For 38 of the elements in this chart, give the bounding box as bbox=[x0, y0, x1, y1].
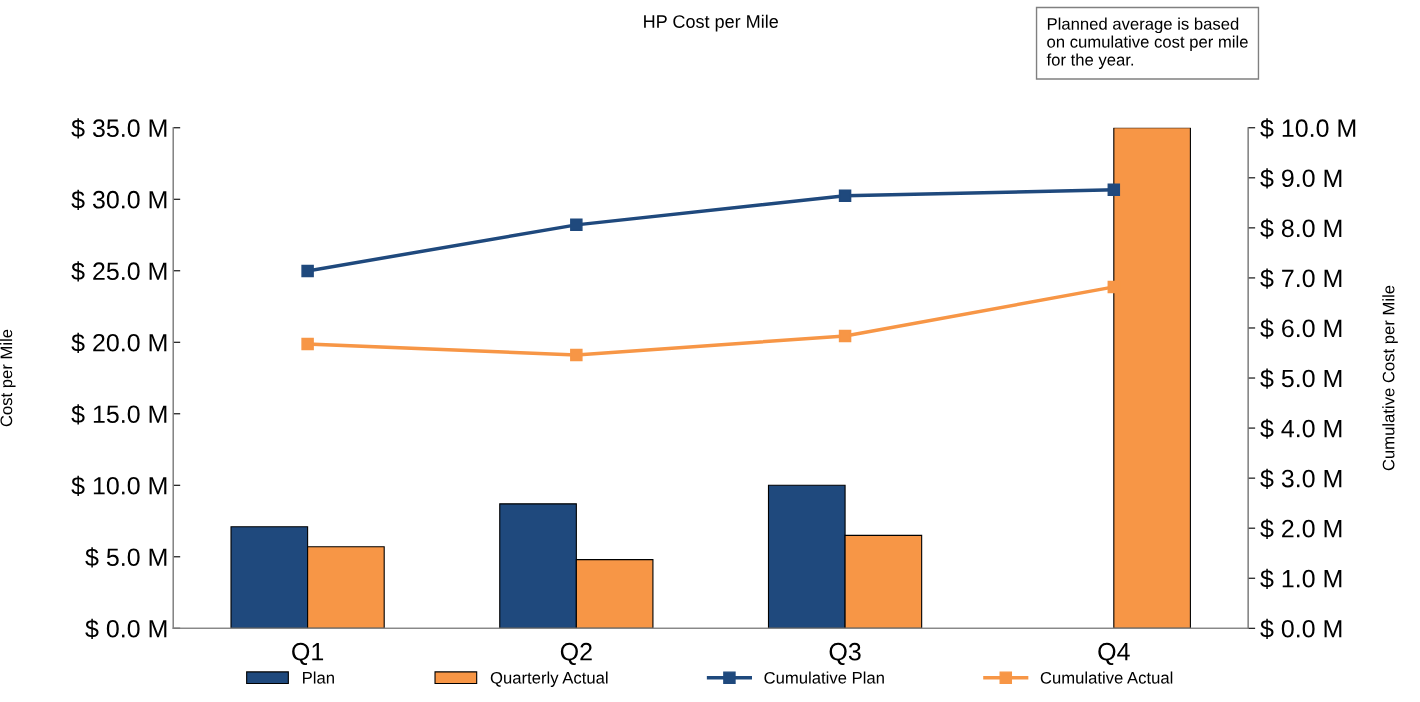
y2-tick-label: $ 7.0 M bbox=[1260, 268, 1342, 289]
y-axis-title: Cost per Mile bbox=[0, 329, 16, 427]
y2-tick-label: $ 8.0 M bbox=[1260, 218, 1342, 239]
y2-tick-label: $ 10.0 M bbox=[1260, 118, 1356, 139]
point bbox=[570, 348, 583, 362]
y2-tick-label: $ 2.0 M bbox=[1260, 518, 1342, 539]
y2-tick-label: $ 0.0 M bbox=[1260, 618, 1342, 640]
point bbox=[838, 329, 852, 343]
y2-tick-label: $ 5.0 M bbox=[1260, 368, 1342, 389]
y2-tick-label: $ 1.0 M bbox=[1260, 568, 1342, 590]
text: Planned average is based on cumulative cost per mile for the year. bbox=[1046, 17, 1248, 69]
y-tick-label: $ 10.0 M bbox=[71, 475, 167, 497]
y-tick-label: $ 35.0 M bbox=[71, 118, 167, 139]
y-tick-label: $ 20.0 M bbox=[71, 332, 167, 354]
point bbox=[570, 218, 583, 232]
x-tick-label: Q1 bbox=[292, 642, 324, 666]
point bbox=[1107, 183, 1121, 197]
x-tick-label: Q4 bbox=[1098, 642, 1130, 666]
y-tick-label: $ 5.0 M bbox=[85, 547, 167, 568]
y2-tick-label: $ 6.0 M bbox=[1260, 318, 1342, 339]
point bbox=[838, 189, 852, 203]
y2-tick-label: $ 9.0 M bbox=[1260, 168, 1342, 189]
legend-label: Cumulative Plan bbox=[764, 671, 884, 684]
y2-tick-label: $ 4.0 M bbox=[1260, 418, 1342, 439]
x-tick-label: Q3 bbox=[829, 642, 861, 666]
legend-label: Plan bbox=[303, 671, 334, 684]
y-tick-label: $ 30.0 M bbox=[71, 189, 167, 211]
chart-title: HP Cost per Mile bbox=[644, 14, 778, 32]
legend-label: Quarterly Actual bbox=[490, 671, 608, 687]
y-tick-label: $ 0.0 M bbox=[85, 618, 167, 640]
x-tick-label: Q2 bbox=[560, 642, 592, 666]
point bbox=[301, 264, 314, 278]
y2-axis-title: Cumulative Cost per Mile bbox=[1382, 285, 1398, 471]
y-tick-label: $ 25.0 M bbox=[71, 261, 167, 282]
y2-tick-label: $ 3.0 M bbox=[1260, 468, 1342, 489]
point bbox=[301, 337, 314, 351]
legend-label: Cumulative Actual bbox=[1040, 671, 1173, 684]
y-tick-label: $ 15.0 M bbox=[71, 404, 167, 425]
